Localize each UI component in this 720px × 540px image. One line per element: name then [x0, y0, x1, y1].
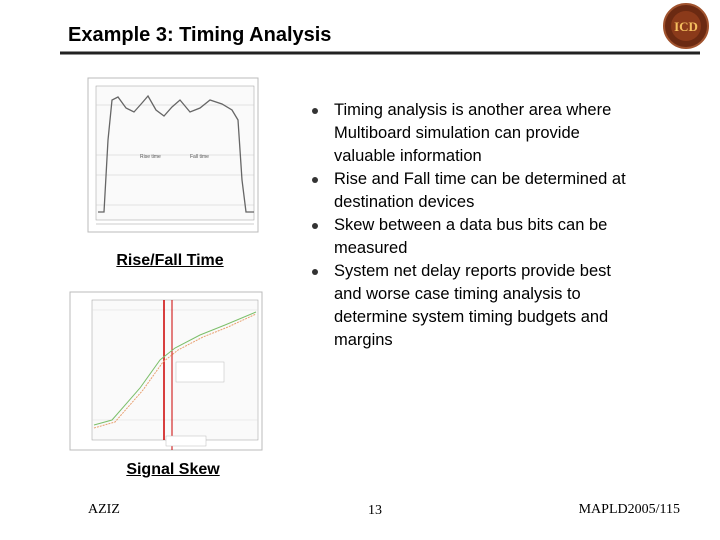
- skew-image: [69, 291, 263, 451]
- svg-text:ICD: ICD: [674, 19, 698, 34]
- bullet-item: Rise and Fall time can be determined at …: [312, 168, 642, 214]
- logo: ICD: [663, 3, 709, 49]
- waveform-image: Rise time Fall time: [87, 77, 259, 233]
- figure-caption: Rise/Fall Time: [116, 252, 224, 269]
- footer-right: MAPLD2005/115: [578, 502, 680, 517]
- svg-text:Rise time: Rise time: [140, 154, 161, 160]
- bullet-item: Timing analysis is another area where Mu…: [312, 99, 642, 168]
- page-number: 13: [368, 503, 382, 518]
- slide-title: Example 3: Timing Analysis: [68, 24, 332, 46]
- figure-caption: Signal Skew: [126, 461, 220, 478]
- svg-text:Fall time: Fall time: [190, 154, 209, 160]
- bullet-item: Skew between a data bus bits can be meas…: [312, 214, 642, 260]
- footer-left: AZIZ: [88, 502, 120, 517]
- bullet-list: Timing analysis is another area where Mu…: [312, 99, 642, 352]
- bullet-item: System net delay reports provide best an…: [312, 260, 642, 352]
